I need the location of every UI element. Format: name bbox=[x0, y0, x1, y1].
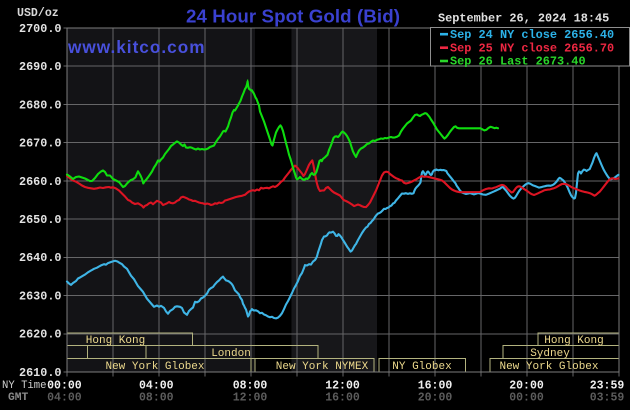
svg-text:12:00: 12:00 bbox=[233, 391, 268, 404]
svg-text:08:00: 08:00 bbox=[233, 380, 268, 393]
svg-text:NY Time: NY Time bbox=[2, 380, 47, 392]
svg-text:New York NYMEX: New York NYMEX bbox=[276, 361, 369, 373]
svg-text:Sep 24 NY close 2656.40: Sep 24 NY close 2656.40 bbox=[450, 28, 614, 42]
svg-text:08:00: 08:00 bbox=[139, 391, 174, 404]
svg-text:2650.0: 2650.0 bbox=[19, 213, 61, 227]
svg-text:USD/oz: USD/oz bbox=[17, 7, 59, 20]
svg-text:2700.0: 2700.0 bbox=[19, 22, 61, 36]
svg-text:www.kitco.com: www.kitco.com bbox=[67, 37, 205, 57]
svg-text:24 Hour Spot Gold (Bid): 24 Hour Spot Gold (Bid) bbox=[186, 5, 400, 26]
svg-text:September 26, 2024 18:45: September 26, 2024 18:45 bbox=[438, 12, 609, 26]
svg-text:2670.0: 2670.0 bbox=[19, 137, 61, 151]
svg-text:GMT: GMT bbox=[8, 392, 29, 404]
svg-text:23:59: 23:59 bbox=[590, 380, 625, 393]
svg-text:Sep 25 NY close 2656.70: Sep 25 NY close 2656.70 bbox=[450, 42, 614, 56]
svg-text:20:00: 20:00 bbox=[509, 380, 544, 393]
svg-text:00:00: 00:00 bbox=[47, 380, 82, 393]
svg-text:Hong Kong: Hong Kong bbox=[544, 335, 603, 347]
svg-text:16:00: 16:00 bbox=[418, 380, 453, 393]
svg-text:16:00: 16:00 bbox=[325, 391, 360, 404]
svg-text:00:00: 00:00 bbox=[509, 391, 544, 404]
svg-text:New York Globex: New York Globex bbox=[105, 361, 204, 373]
svg-text:2660.0: 2660.0 bbox=[19, 175, 61, 189]
svg-text:2690.0: 2690.0 bbox=[19, 60, 61, 74]
svg-text:2630.0: 2630.0 bbox=[19, 289, 61, 303]
svg-text:London: London bbox=[211, 348, 251, 360]
svg-text:2640.0: 2640.0 bbox=[19, 251, 61, 265]
svg-text:2620.0: 2620.0 bbox=[19, 328, 61, 342]
svg-text:12:00: 12:00 bbox=[325, 380, 360, 393]
svg-text:2680.0: 2680.0 bbox=[19, 98, 61, 112]
svg-text:04:00: 04:00 bbox=[139, 380, 174, 393]
svg-text:2610.0: 2610.0 bbox=[19, 366, 61, 380]
svg-text:20:00: 20:00 bbox=[418, 391, 453, 404]
svg-text:03:59: 03:59 bbox=[590, 391, 625, 404]
svg-text:Hong Kong: Hong Kong bbox=[86, 335, 145, 347]
svg-text:NY Globex: NY Globex bbox=[392, 361, 452, 373]
svg-text:New York Globex: New York Globex bbox=[499, 361, 598, 373]
svg-text:Sep 26 Last 2673.40: Sep 26 Last 2673.40 bbox=[450, 55, 586, 69]
svg-text:Sydney: Sydney bbox=[530, 348, 570, 360]
svg-text:04:00: 04:00 bbox=[47, 391, 82, 404]
